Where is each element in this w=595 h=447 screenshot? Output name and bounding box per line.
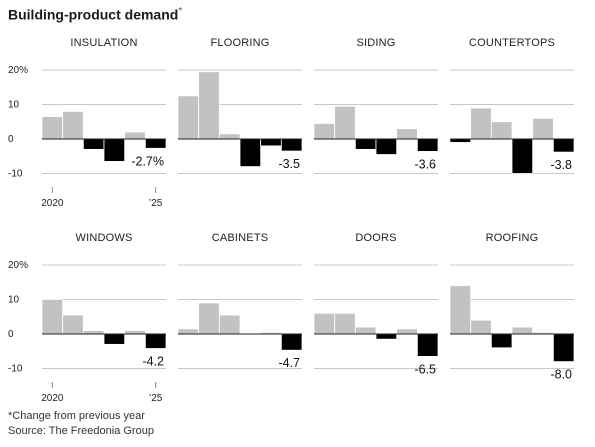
bar-2024 (532, 117, 554, 140)
panel-countertops: COUNTERTOPS -3.8 (449, 37, 575, 174)
bar-2022 (82, 330, 105, 335)
bar-2025 (144, 333, 167, 349)
bar-2025 (552, 138, 575, 153)
y-tick-label: 0 (8, 329, 14, 340)
chart-title-text: Building-product demand (8, 6, 179, 23)
panel-roofing: ROOFING -8.0 (449, 232, 575, 382)
bar-2025 (416, 333, 439, 357)
bar-2022 (354, 138, 377, 150)
last-value-label: -6.5 (414, 362, 436, 376)
panel-title: ROOFING (486, 232, 539, 244)
bar-2022 (354, 326, 377, 335)
panel-doors: DOORS -6.5 (313, 232, 439, 376)
bar-2020 (313, 312, 336, 335)
bar-2024 (124, 330, 146, 335)
bar-2024 (260, 138, 282, 147)
bar-2024 (124, 131, 146, 140)
y-tick-label: 0 (8, 134, 14, 145)
bar-2023 (103, 138, 126, 162)
bar-2021 (470, 319, 492, 335)
bar-2020 (41, 116, 64, 140)
bar-2021 (62, 111, 84, 140)
panel-title: COUNTERTOPS (469, 37, 555, 49)
bar-2023 (375, 138, 398, 155)
bar-2023 (103, 333, 126, 345)
bar-2025 (416, 138, 439, 152)
source-line: Source: The Freedonia Group (8, 425, 154, 437)
panel-title: WINDOWS (75, 232, 132, 244)
bar-2021 (334, 105, 356, 140)
footnote: *Change from previous year (8, 410, 145, 422)
bar-2022 (490, 121, 513, 140)
x-tick-label: 2020 (41, 198, 64, 209)
bar-2021 (198, 71, 220, 140)
bar-2020 (449, 138, 472, 143)
bar-2020 (177, 95, 200, 140)
panel-siding: SIDING -3.6 (313, 37, 439, 174)
small-multiples-chart: INSULATION -2.7% 20% 10 0 -10 2020 ’25 FLOORING -… (8, 37, 575, 404)
bar-2021 (470, 107, 492, 140)
bar-2024 (396, 128, 418, 140)
bar-2020 (41, 299, 64, 335)
panel-title: DOORS (355, 232, 396, 244)
bar-2021 (198, 302, 220, 335)
panel-title: CABINETS (212, 232, 269, 244)
y-tick-label: 10 (8, 100, 20, 111)
bar-2023 (239, 138, 262, 168)
panel-windows: WINDOWS -4.2 20% 10 0 -10 2020 ’25 (8, 232, 167, 404)
bar-2024 (396, 328, 418, 335)
chart-notes: *Change from previous year Source: The F… (8, 409, 154, 439)
y-tick-label: -10 (8, 364, 23, 375)
bar-2020 (177, 328, 200, 335)
bar-2021 (334, 312, 356, 335)
bar-2023 (375, 333, 398, 340)
panel-title: FLOORING (210, 37, 269, 49)
panel-cabinets: CABINETS -4.7 (177, 232, 303, 370)
last-value-label: -3.8 (550, 158, 572, 172)
bar-2022 (490, 333, 513, 349)
y-tick-label: 20% (8, 65, 28, 76)
last-value-label: -3.6 (414, 157, 436, 171)
bar-2020 (313, 123, 336, 140)
title-footnote-marker: * (178, 6, 183, 17)
last-value-label: -4.2 (142, 354, 164, 368)
last-value-label: -2.7% (131, 154, 164, 168)
y-tick-label: 20% (8, 260, 28, 271)
last-value-label: -4.7 (278, 356, 300, 370)
bar-2022 (218, 314, 241, 335)
last-value-label: -8.0 (550, 368, 572, 382)
x-tick-label: 2020 (41, 393, 64, 404)
x-tick-label: ’25 (149, 393, 163, 404)
panel-flooring: FLOORING -3.5 (177, 37, 303, 174)
bar-2025 (552, 333, 575, 363)
bar-2025 (280, 333, 303, 351)
bar-2021 (62, 314, 84, 335)
last-value-label: -3.5 (278, 157, 300, 171)
panel-title: SIDING (356, 37, 395, 49)
bar-2025 (280, 138, 303, 152)
y-tick-label: -10 (8, 169, 23, 180)
bar-2025 (144, 138, 167, 149)
bar-2022 (218, 133, 241, 140)
y-tick-label: 10 (8, 295, 20, 306)
bar-2023 (511, 138, 534, 174)
panel-insulation: INSULATION -2.7% 20% 10 0 -10 2020 ’25 (8, 37, 167, 209)
bar-2020 (449, 285, 472, 335)
chart-title: Building-product demand* (8, 6, 182, 23)
bar-2023 (511, 326, 534, 335)
bar-2022 (82, 138, 105, 150)
x-tick-label: ’25 (149, 198, 163, 209)
panel-title: INSULATION (70, 37, 137, 49)
